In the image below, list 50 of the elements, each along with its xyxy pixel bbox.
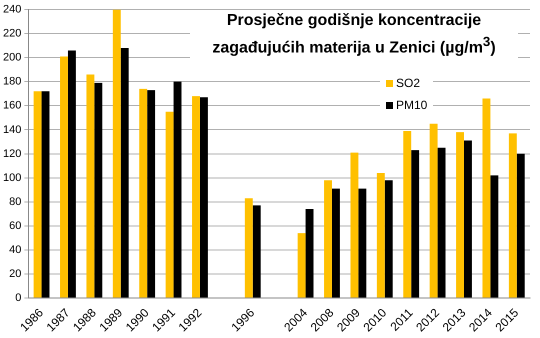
bar bbox=[403, 130, 412, 298]
y-tick-label: 120 bbox=[2, 148, 22, 160]
bar bbox=[438, 148, 446, 298]
bar bbox=[358, 188, 366, 298]
y-tick-label: 100 bbox=[2, 172, 22, 184]
bar bbox=[298, 233, 306, 298]
bar bbox=[464, 140, 472, 298]
y-tick-label: 60 bbox=[9, 220, 22, 232]
y-tick-label: 40 bbox=[9, 244, 22, 256]
legend-label: SO2 bbox=[395, 75, 422, 92]
bar bbox=[332, 188, 340, 298]
bar bbox=[147, 90, 156, 298]
bar bbox=[376, 172, 385, 298]
bar bbox=[516, 154, 525, 298]
bar bbox=[60, 56, 68, 298]
text: Prosječne godišnje koncentracije zagađujućih materija u Zenici (µg/m$^{3}$) bbox=[190, 10, 518, 58]
bar bbox=[306, 209, 314, 298]
bar bbox=[482, 98, 490, 298]
bar bbox=[324, 180, 332, 298]
bar bbox=[86, 74, 94, 298]
bar bbox=[120, 48, 129, 298]
bar bbox=[34, 91, 42, 298]
bar bbox=[42, 91, 50, 298]
y-tick-label: 140 bbox=[2, 124, 22, 136]
bar bbox=[252, 205, 261, 298]
bar bbox=[350, 152, 358, 298]
y-tick-label: 240 bbox=[2, 4, 22, 16]
y-tick-label: 200 bbox=[2, 52, 22, 64]
bar bbox=[384, 180, 393, 298]
bar bbox=[456, 132, 464, 298]
bar bbox=[200, 97, 208, 298]
bar bbox=[112, 10, 121, 298]
bar bbox=[192, 96, 200, 298]
bar bbox=[430, 124, 438, 298]
bar bbox=[508, 133, 517, 298]
legend-label: PM10 bbox=[395, 97, 428, 114]
y-tick-label: 20 bbox=[9, 268, 22, 280]
bar bbox=[174, 82, 182, 298]
bar bbox=[411, 150, 420, 298]
bar bbox=[139, 88, 148, 298]
bar bbox=[68, 50, 76, 298]
y-tick-label: 160 bbox=[2, 100, 22, 112]
y-tick-label: 220 bbox=[2, 28, 22, 40]
y-tick-label: 80 bbox=[9, 196, 22, 208]
y-tick-label: 180 bbox=[2, 76, 22, 88]
y-tick-label: 0 bbox=[15, 292, 22, 304]
bar bbox=[244, 198, 253, 298]
bar bbox=[490, 175, 498, 298]
bar bbox=[94, 82, 102, 298]
bar bbox=[166, 112, 174, 298]
